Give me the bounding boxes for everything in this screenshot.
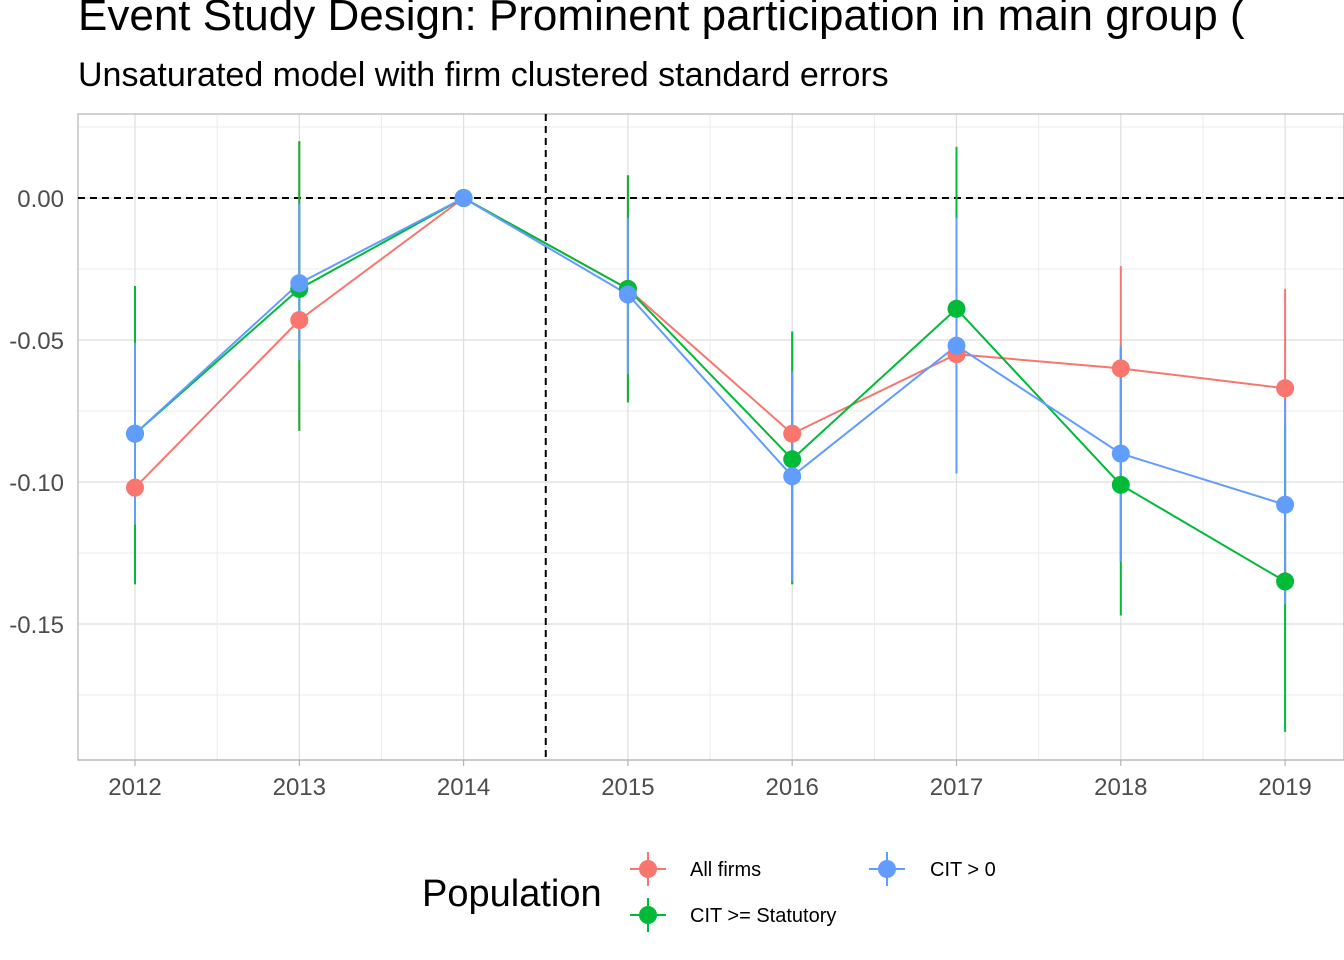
series-points-2 bbox=[126, 189, 1295, 514]
legend: Population All firms CIT >= Statutory CIT >… bbox=[422, 852, 996, 932]
reference-lines bbox=[78, 114, 1344, 760]
data-point bbox=[618, 285, 637, 304]
data-point bbox=[1111, 475, 1130, 494]
data-point bbox=[1111, 359, 1130, 378]
series-line bbox=[134, 196, 1286, 583]
x-tick-label: 2016 bbox=[766, 774, 819, 801]
y-tick-label: 0.00 bbox=[17, 186, 64, 213]
data-point bbox=[126, 478, 144, 497]
legend-key-point bbox=[639, 906, 657, 924]
data-point bbox=[1111, 444, 1130, 463]
data-point bbox=[947, 336, 966, 355]
data-point bbox=[290, 274, 309, 293]
series-line bbox=[134, 196, 1286, 506]
legend-key-point bbox=[878, 860, 896, 878]
data-point bbox=[783, 467, 802, 486]
grid-layer bbox=[77, 113, 1344, 761]
y-tick-label: -0.05 bbox=[9, 328, 64, 355]
legend-label: CIT >= Statutory bbox=[690, 905, 836, 927]
x-tick-label: 2014 bbox=[437, 774, 490, 801]
data-point bbox=[783, 424, 802, 443]
x-tick-label: 2012 bbox=[108, 774, 161, 801]
x-tick-label: 2015 bbox=[601, 774, 654, 801]
data-point bbox=[126, 424, 144, 443]
legend-title: Population bbox=[422, 873, 602, 915]
x-tick-label: 2017 bbox=[930, 774, 983, 801]
data-point bbox=[1276, 379, 1295, 398]
data-point bbox=[454, 189, 473, 207]
x-tick-label: 2018 bbox=[1094, 774, 1147, 801]
legend-item-1: CIT >= Statutory bbox=[630, 898, 836, 932]
data-point bbox=[947, 299, 966, 318]
axes: 2012 2013 2014 2015 2016 2017 2018 2019 0.00 -0.0… bbox=[9, 186, 1344, 801]
chart-subtitle: Unsaturated model with firm clustered st… bbox=[78, 56, 889, 94]
y-tick-label: -0.10 bbox=[9, 470, 64, 497]
legend-key-point bbox=[639, 860, 657, 878]
data-point bbox=[783, 450, 802, 469]
legend-item-0: All firms bbox=[630, 852, 761, 886]
panel-border bbox=[77, 113, 1344, 761]
data-point bbox=[1276, 572, 1295, 591]
data-point bbox=[290, 311, 309, 330]
data-point bbox=[1276, 495, 1295, 514]
legend-item-2: CIT > 0 bbox=[869, 852, 996, 886]
x-tick-label: 2019 bbox=[1258, 774, 1311, 801]
legend-label: CIT > 0 bbox=[930, 859, 996, 881]
y-tick-label: -0.15 bbox=[9, 612, 64, 639]
x-tick-label: 2013 bbox=[273, 774, 326, 801]
legend-label: All firms bbox=[690, 859, 761, 881]
series-layer bbox=[126, 141, 1295, 732]
chart-title: Event Study Design: Prominent participat… bbox=[78, 0, 1245, 40]
series-line bbox=[134, 196, 1286, 489]
